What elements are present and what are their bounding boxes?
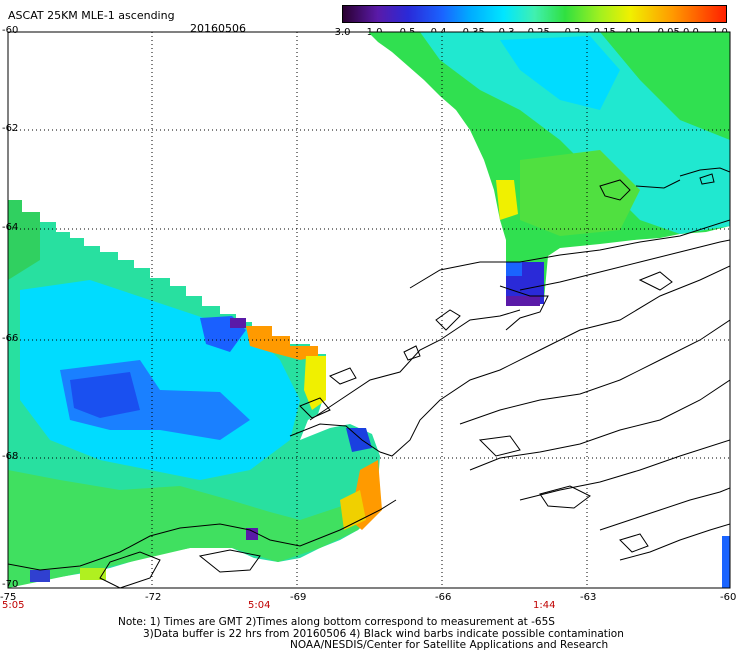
time-label: 5:04 — [248, 600, 271, 611]
wind-swath-corner — [722, 536, 730, 588]
time-label: 5:05 — [2, 600, 25, 611]
wind-swath-west — [8, 200, 382, 588]
lat-label: -68 — [2, 451, 19, 462]
graticule — [8, 32, 730, 588]
lat-label: -60 — [2, 25, 19, 36]
lon-label: -63 — [580, 592, 597, 603]
lat-label: -66 — [2, 333, 19, 344]
map-title: ASCAT 25KM MLE-1 ascending — [8, 9, 175, 22]
lon-label: -72 — [145, 592, 162, 603]
lat-label: -64 — [2, 222, 19, 233]
footnote-line-3: NOAA/NESDIS/Center for Satellite Applica… — [290, 639, 609, 651]
lon-label: -75 — [0, 592, 17, 603]
lon-label: -66 — [435, 592, 452, 603]
colorbar — [342, 5, 727, 23]
coastline — [8, 167, 730, 588]
lon-label: -60 — [720, 592, 737, 603]
lat-label: -70 — [2, 579, 19, 590]
map-frame — [7, 31, 731, 589]
footnote-line-1: Note: 1) Times are GMT 2)Times along bot… — [118, 616, 555, 628]
time-label: 1:44 — [533, 600, 556, 611]
lat-label: -62 — [2, 123, 19, 134]
wind-swath-east — [368, 32, 730, 306]
lon-label: -69 — [290, 592, 307, 603]
footnote-line-2: 3)Data buffer is 22 hrs from 20160506 4)… — [143, 628, 624, 640]
